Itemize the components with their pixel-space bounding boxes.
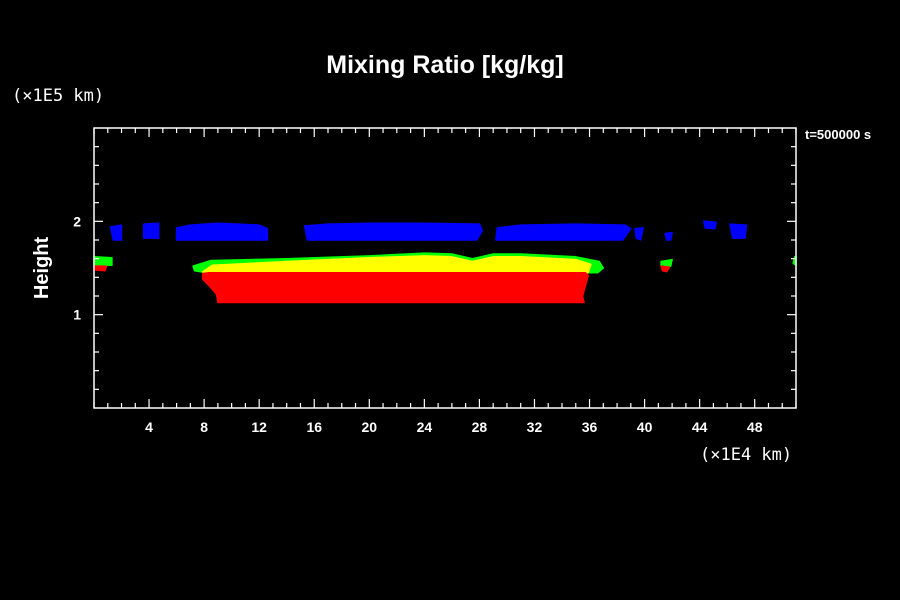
x-tick-label: 20 [362, 419, 378, 435]
x-tick-label: 36 [582, 419, 598, 435]
region-4 [93, 265, 108, 272]
region-1 [201, 255, 592, 274]
x-tick-label: 16 [306, 419, 322, 435]
y-axis-ticks: 12 [73, 146, 796, 390]
region-13 [634, 227, 644, 241]
region-3 [93, 256, 113, 266]
mixing-ratio-regions [93, 220, 797, 304]
region-16 [729, 223, 748, 239]
x-tick-label: 28 [472, 419, 488, 435]
x-tick-label: 44 [692, 419, 708, 435]
region-11 [303, 222, 483, 241]
x-tick-label: 8 [200, 419, 208, 435]
region-6 [660, 265, 671, 273]
region-9 [142, 222, 160, 239]
chart-title: Mixing Ratio [kg/kg] [326, 51, 564, 79]
region-10 [175, 222, 269, 241]
y-axis-unit-label: (×1E5 km) [12, 86, 104, 106]
x-axis-unit-label: (×1E4 km) [700, 445, 792, 465]
x-tick-label: 40 [637, 419, 653, 435]
region-2 [201, 271, 589, 304]
region-8 [109, 224, 123, 241]
plot-frame [93, 127, 797, 409]
x-axis-ticks: 4 8 12 16 20 24 28 32 36 40 44 48 [93, 128, 797, 435]
region-12 [495, 223, 632, 241]
x-tick-label: 24 [417, 419, 433, 435]
region-14 [664, 231, 673, 241]
y-tick-label: 1 [73, 307, 81, 323]
x-tick-label: 48 [747, 419, 763, 435]
x-tick-label: 12 [251, 419, 267, 435]
time-label: t=500000 s [805, 127, 871, 142]
y-axis-label: Height [31, 237, 53, 300]
x-tick-label: 4 [145, 419, 153, 435]
x-tick-label: 32 [527, 419, 543, 435]
region-15 [703, 220, 717, 230]
plot-axes [93, 127, 797, 409]
region-5 [660, 258, 673, 267]
y-tick-label: 2 [73, 213, 81, 229]
